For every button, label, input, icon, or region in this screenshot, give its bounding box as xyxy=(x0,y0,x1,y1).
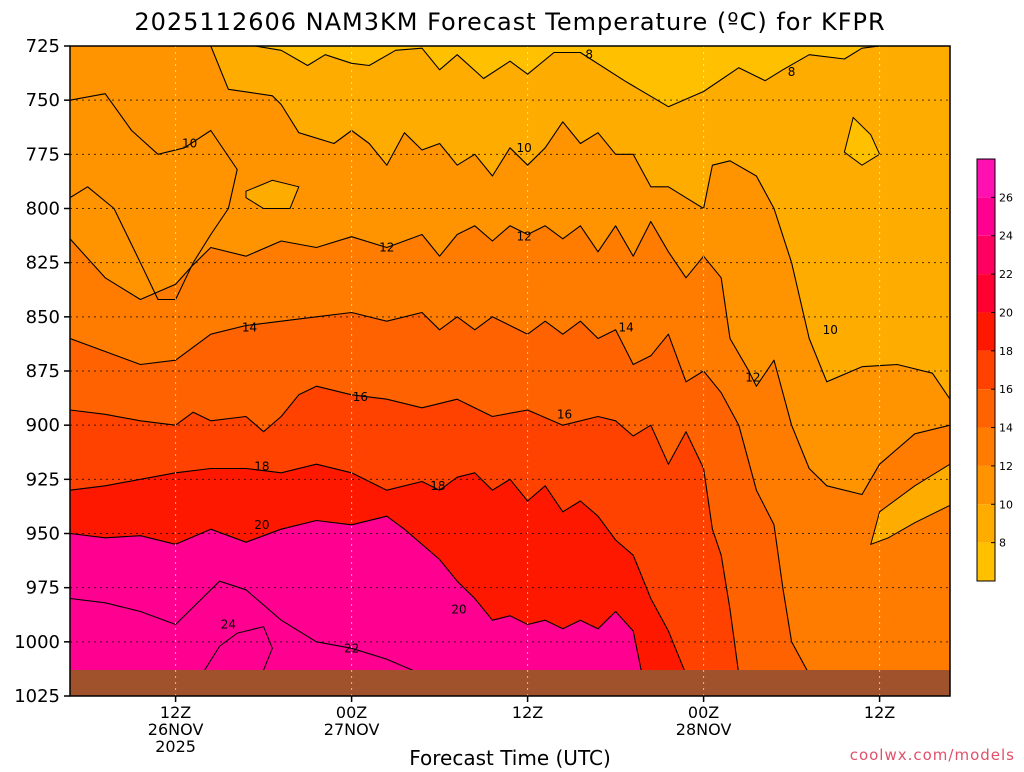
contour-label: 18 xyxy=(430,479,445,493)
colorbar-tick-label: 8 xyxy=(999,537,1006,550)
colorbar-bin xyxy=(977,274,995,313)
colorbar-frame xyxy=(976,158,996,582)
band-below-10 xyxy=(70,46,950,400)
x-tick-label: 28NOV xyxy=(676,720,732,739)
y-tick-label: 1025 xyxy=(14,686,60,707)
contour-label: 16 xyxy=(353,390,368,404)
x-axis-label: Forecast Time (UTC) xyxy=(409,746,611,768)
chart-title: 2025112606 NAM3KM Forecast Temperature (… xyxy=(134,8,885,36)
contour-label: 14 xyxy=(242,321,257,335)
contour-pocket xyxy=(870,463,950,546)
x-tick-label: 2025 xyxy=(155,737,196,756)
contour-label: 12 xyxy=(516,230,531,244)
colorbar-tick-label: 12 xyxy=(999,460,1013,473)
contour-label: 20 xyxy=(254,518,269,532)
y-tick-label: 800 xyxy=(26,199,60,220)
contour-22 xyxy=(70,580,423,675)
y-tick-label: 1000 xyxy=(14,632,60,653)
colorbar-bin xyxy=(977,312,995,351)
contour-14 xyxy=(70,311,810,675)
contour-label: 10 xyxy=(182,137,197,151)
contour-10 xyxy=(70,93,238,301)
y-axis: 725 750 775 800 825 850 875 900 925 950 975 1000 102… xyxy=(14,36,70,707)
y-tick-label: 725 xyxy=(26,36,60,57)
x-tick-label: 26NOV xyxy=(148,720,204,739)
ground-layer xyxy=(70,670,950,696)
contour-pocket xyxy=(245,179,300,209)
x-tick-label: 27NOV xyxy=(324,720,380,739)
contour-label: 10 xyxy=(516,141,531,155)
colorbar-tick-label: 10 xyxy=(999,498,1013,511)
colorbar-bin xyxy=(977,350,995,390)
y-tick-label: 925 xyxy=(26,469,60,490)
band-below-8 xyxy=(175,46,880,107)
x-tick-label: 12Z xyxy=(864,703,895,722)
colorbar-tick-label: 20 xyxy=(999,306,1013,319)
contour-label: 8 xyxy=(585,48,593,62)
y-tick-label: 900 xyxy=(26,415,60,436)
colorbar-bin xyxy=(977,197,995,236)
colorbar-bin xyxy=(977,542,995,581)
colorbar-bin xyxy=(977,159,995,198)
contour-10 xyxy=(175,46,950,400)
credit-text[interactable]: coolwx.com/models xyxy=(850,746,1015,764)
contour-label: 18 xyxy=(254,459,269,473)
y-tick-label: 750 xyxy=(26,90,60,111)
y-tick-label: 950 xyxy=(26,524,60,545)
colorbar-bin xyxy=(977,504,995,543)
contour-20 xyxy=(70,515,643,675)
contour-8 xyxy=(175,46,880,108)
contour-16 xyxy=(70,385,740,675)
x-tick-label: 00Z xyxy=(336,703,367,722)
x-tick-label: 12Z xyxy=(160,703,191,722)
colorbar-bin xyxy=(977,389,995,428)
contour-pocket xyxy=(843,116,881,166)
grid-lines xyxy=(70,46,950,696)
contour-labels: 8 8 10 10 12 12 10 14 14 12 16 16 18 18 20 20 22 24 xyxy=(182,48,838,656)
colorbar-tick-label: 22 xyxy=(999,268,1013,281)
contour-label: 14 xyxy=(619,321,634,335)
colorbar-tick-label: 24 xyxy=(999,230,1013,243)
colorbar-bin xyxy=(977,235,995,275)
colorbar-bin xyxy=(977,465,995,505)
contour-label: 12 xyxy=(379,241,394,255)
y-tick-label: 850 xyxy=(26,307,60,328)
colorbar-bin xyxy=(977,427,995,466)
contour-label: 10 xyxy=(823,323,838,337)
contour-12 xyxy=(70,220,950,496)
colorbar: 8 10 12 14 16 18 20 22 24 26 xyxy=(976,158,1013,582)
colorbar-tick-label: 14 xyxy=(999,422,1013,435)
contour-label: 24 xyxy=(221,618,236,632)
contour-label: 22 xyxy=(344,641,359,655)
x-tick-label: 12Z xyxy=(512,703,543,722)
x-tick-label: 00Z xyxy=(688,703,719,722)
y-tick-label: 875 xyxy=(26,361,60,382)
colorbar-tick-label: 16 xyxy=(999,383,1013,396)
contour-18 xyxy=(70,463,687,675)
contour-label: 12 xyxy=(745,371,760,385)
y-tick-label: 825 xyxy=(26,253,60,274)
y-tick-label: 775 xyxy=(26,144,60,165)
colorbar-tick-label: 18 xyxy=(999,345,1013,358)
contour-label: 16 xyxy=(557,407,572,421)
colorbar-tick-label: 26 xyxy=(999,191,1013,204)
y-tick-label: 975 xyxy=(26,578,60,599)
contour-label: 20 xyxy=(451,602,466,616)
contour-label: 8 xyxy=(788,65,796,79)
